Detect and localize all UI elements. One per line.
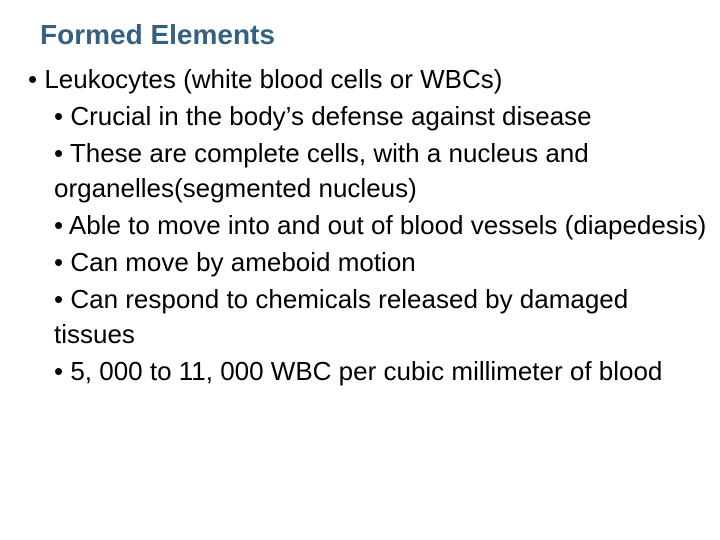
bullet-level2: • Can respond to chemicals released by d… [54,282,710,352]
bullet-glyph: • [54,247,63,277]
slide-container: Formed Elements • Leukocytes (white bloo… [0,0,720,540]
bullet-glyph: • [54,138,63,168]
level2-text: Can move by ameboid motion [70,247,415,277]
bullet-glyph: • [28,64,37,94]
bullet-level2: • Crucial in the body’s defense against … [54,99,710,134]
bullet-glyph: • [54,101,63,131]
bullet-level1: • Leukocytes (white blood cells or WBCs) [28,62,710,97]
level2-text: Can respond to chemicals released by dam… [54,284,628,349]
bullet-glyph: • [54,356,63,386]
level2-text: These are complete cells, with a nucleus… [54,138,589,203]
slide-title: Formed Elements [40,18,710,52]
level1-text: Leukocytes (white blood cells or WBCs) [44,64,502,94]
bullet-glyph: • [54,210,63,240]
level2-text: 5, 000 to 11, 000 WBC per cubic millimet… [70,356,662,386]
level2-text: Able to move into and out of blood vesse… [69,210,706,240]
bullet-level2: • Can move by ameboid motion [54,245,710,280]
level2-text: Crucial in the body’s defense against di… [70,101,591,131]
bullet-glyph: • [54,284,63,314]
bullet-level2: • 5, 000 to 11, 000 WBC per cubic millim… [54,354,710,389]
bullet-level2: • Able to move into and out of blood ves… [54,208,710,243]
level2-group: • Crucial in the body’s defense against … [54,99,710,390]
bullet-level2: • These are complete cells, with a nucle… [54,136,710,206]
